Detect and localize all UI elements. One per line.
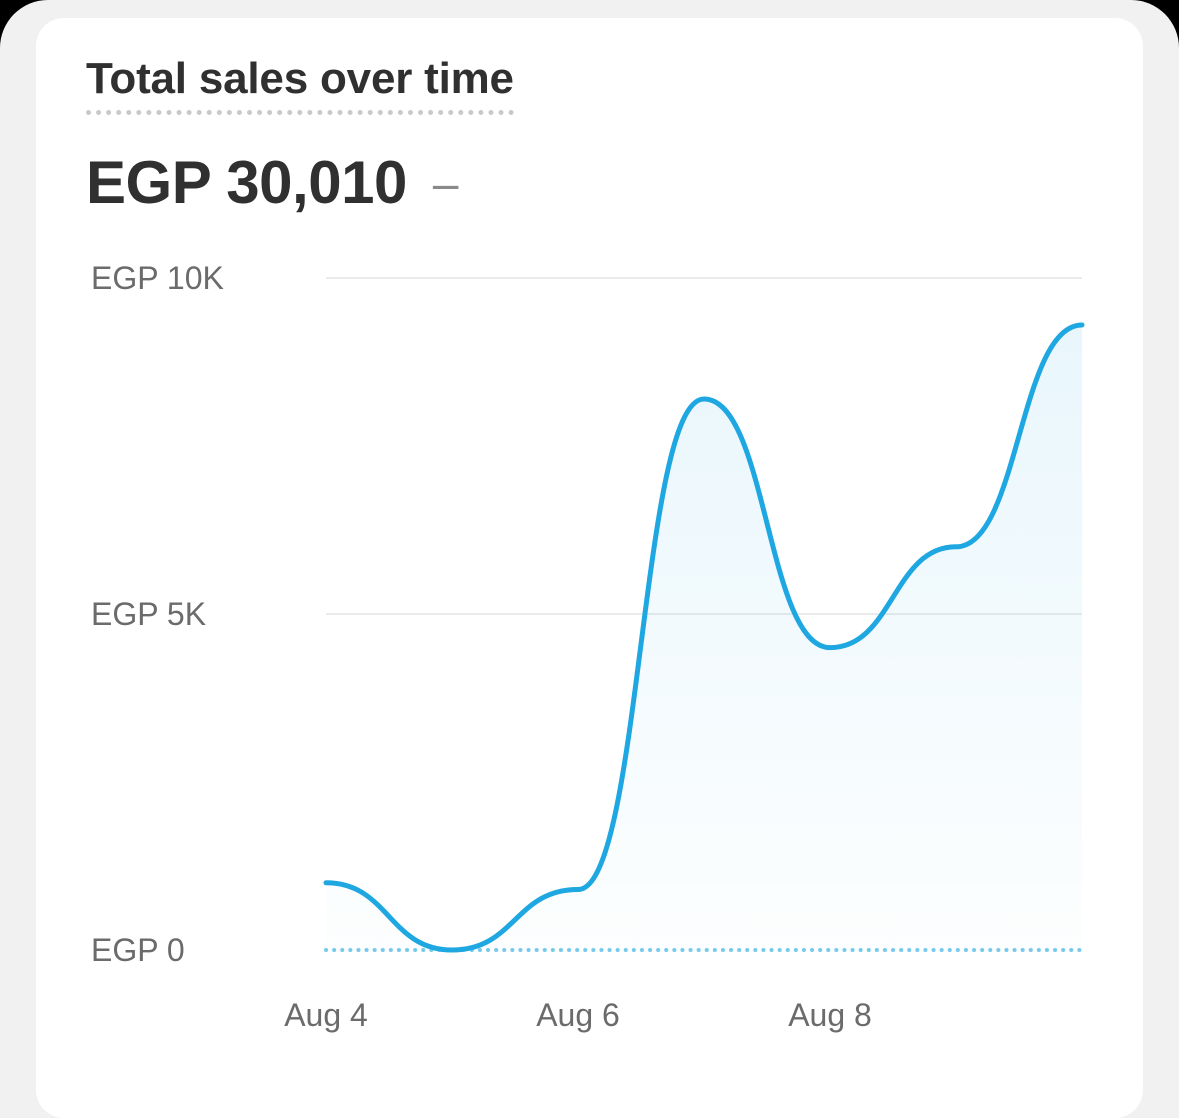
x-tick-label: Aug 8 [788,997,872,1033]
x-tick-label: Aug 6 [536,997,620,1033]
x-axis-labels: Aug 4 Aug 6 Aug 8 [284,997,872,1033]
card-title[interactable]: Total sales over time [86,54,514,115]
total-sales-value: EGP 30,010 [86,149,407,216]
metric-row: EGP 30,010 – [86,148,458,217]
series-line[interactable] [323,322,1085,953]
y-tick-label: EGP 10K [91,260,224,296]
y-tick-label: EGP 0 [91,932,185,968]
x-tick-label: Aug 4 [284,997,368,1033]
series-area [326,325,1082,950]
y-tick-label: EGP 5K [91,596,206,632]
change-indicator: – [432,156,459,209]
y-axis-labels: EGP 10K EGP 5K EGP 0 [91,260,224,968]
sales-line-chart[interactable]: EGP 10K EGP 5K EGP 0 Aug 4 Aug 6 Aug 8 [0,0,1179,1072]
